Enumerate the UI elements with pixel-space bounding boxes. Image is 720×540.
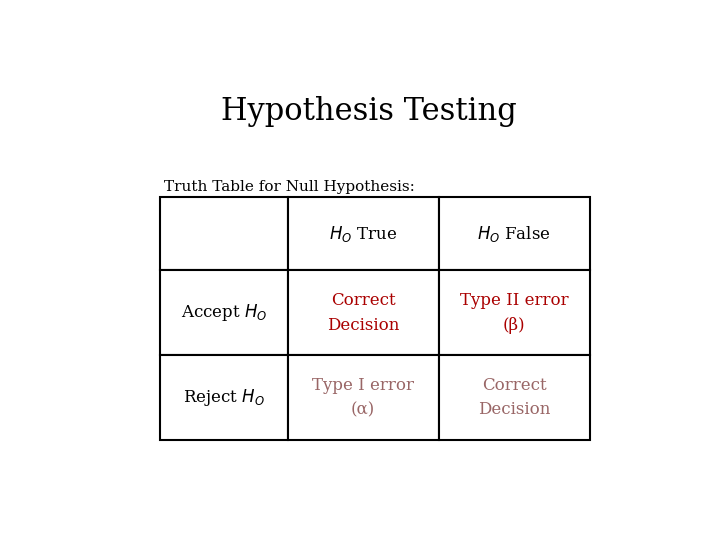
Bar: [160, 355, 287, 440]
Text: $H_O$ False: $H_O$ False: [477, 224, 552, 244]
Text: $H_O$ True: $H_O$ True: [329, 224, 397, 244]
Text: Accept $H_O$: Accept $H_O$: [181, 302, 267, 323]
Bar: [438, 271, 590, 355]
Bar: [287, 271, 438, 355]
Bar: [160, 271, 287, 355]
Text: Reject $H_O$: Reject $H_O$: [183, 387, 264, 408]
Bar: [438, 197, 590, 271]
Bar: [160, 197, 287, 271]
Text: Type I error
(α): Type I error (α): [312, 376, 414, 419]
Bar: [287, 197, 438, 271]
Bar: [438, 355, 590, 440]
Text: Hypothesis Testing: Hypothesis Testing: [221, 96, 517, 126]
Text: Type II error
(β): Type II error (β): [460, 292, 569, 334]
Text: Truth Table for Null Hypothesis:: Truth Table for Null Hypothesis:: [163, 180, 415, 194]
Text: Correct
Decision: Correct Decision: [327, 292, 400, 334]
Text: Correct
Decision: Correct Decision: [478, 376, 551, 419]
Bar: [287, 355, 438, 440]
